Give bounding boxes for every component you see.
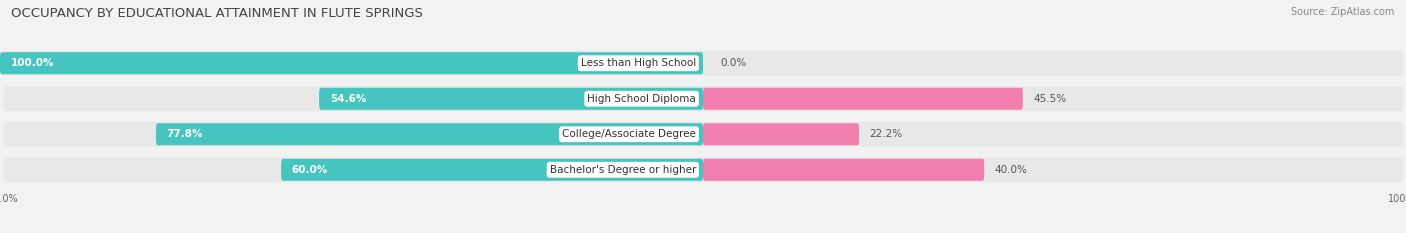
Text: Less than High School: Less than High School xyxy=(581,58,696,68)
Text: 54.6%: 54.6% xyxy=(329,94,366,104)
FancyBboxPatch shape xyxy=(703,123,859,145)
Text: Bachelor's Degree or higher: Bachelor's Degree or higher xyxy=(550,165,696,175)
Text: 60.0%: 60.0% xyxy=(292,165,328,175)
FancyBboxPatch shape xyxy=(3,122,1403,147)
FancyBboxPatch shape xyxy=(703,159,984,181)
Text: High School Diploma: High School Diploma xyxy=(588,94,696,104)
Text: OCCUPANCY BY EDUCATIONAL ATTAINMENT IN FLUTE SPRINGS: OCCUPANCY BY EDUCATIONAL ATTAINMENT IN F… xyxy=(11,7,423,20)
Text: 100.0%: 100.0% xyxy=(11,58,53,68)
FancyBboxPatch shape xyxy=(156,123,703,145)
Text: 45.5%: 45.5% xyxy=(1033,94,1067,104)
FancyBboxPatch shape xyxy=(319,88,703,110)
FancyBboxPatch shape xyxy=(281,159,703,181)
FancyBboxPatch shape xyxy=(0,52,703,74)
Text: College/Associate Degree: College/Associate Degree xyxy=(562,129,696,139)
Text: 77.8%: 77.8% xyxy=(167,129,202,139)
FancyBboxPatch shape xyxy=(703,88,1024,110)
Text: Source: ZipAtlas.com: Source: ZipAtlas.com xyxy=(1291,7,1395,17)
Text: 22.2%: 22.2% xyxy=(869,129,903,139)
FancyBboxPatch shape xyxy=(3,86,1403,111)
FancyBboxPatch shape xyxy=(3,157,1403,182)
FancyBboxPatch shape xyxy=(3,51,1403,76)
Text: 40.0%: 40.0% xyxy=(995,165,1028,175)
Text: 0.0%: 0.0% xyxy=(721,58,747,68)
